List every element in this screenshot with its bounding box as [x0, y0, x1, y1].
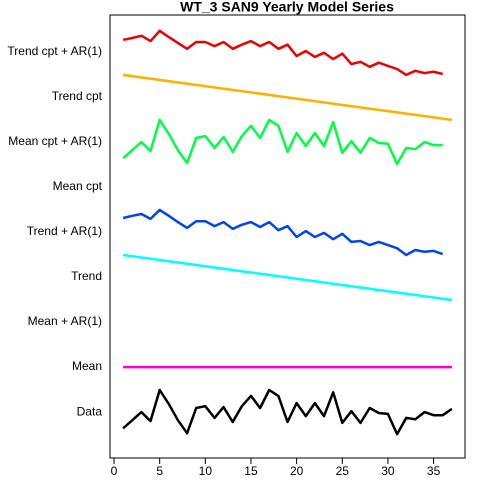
- y-tick-label: Mean: [72, 359, 102, 373]
- series-line: [122, 208, 444, 257]
- chart-title: WT_3 SAN9 Yearly Model Series: [180, 0, 394, 15]
- series-line: [122, 253, 453, 302]
- x-tick-label: 0: [111, 464, 118, 478]
- y-tick-label: Mean cpt + AR(1): [8, 134, 102, 148]
- x-tick-label: 35: [427, 464, 441, 478]
- y-tick-label: Trend + AR(1): [27, 224, 102, 238]
- y-tick-label: Trend cpt + AR(1): [7, 44, 102, 58]
- series-line: [122, 29, 444, 77]
- x-tick-label: 30: [381, 464, 395, 478]
- y-tick-label: Trend: [71, 269, 102, 283]
- y-tick-label: Mean + AR(1): [28, 314, 102, 328]
- series-line: [122, 388, 453, 436]
- plot-frame: [109, 14, 466, 459]
- y-tick-label: Data: [77, 404, 103, 418]
- series-line: [122, 118, 443, 166]
- y-tick-label: Mean cpt: [53, 179, 103, 193]
- x-tick-label: 25: [336, 464, 350, 478]
- x-tick-label: 5: [156, 464, 163, 478]
- x-tick-label: 15: [244, 464, 258, 478]
- series-line: [122, 73, 453, 122]
- x-tick-label: 20: [290, 464, 304, 478]
- x-tick-label: 10: [199, 464, 213, 478]
- y-tick-label: Trend cpt: [52, 89, 103, 103]
